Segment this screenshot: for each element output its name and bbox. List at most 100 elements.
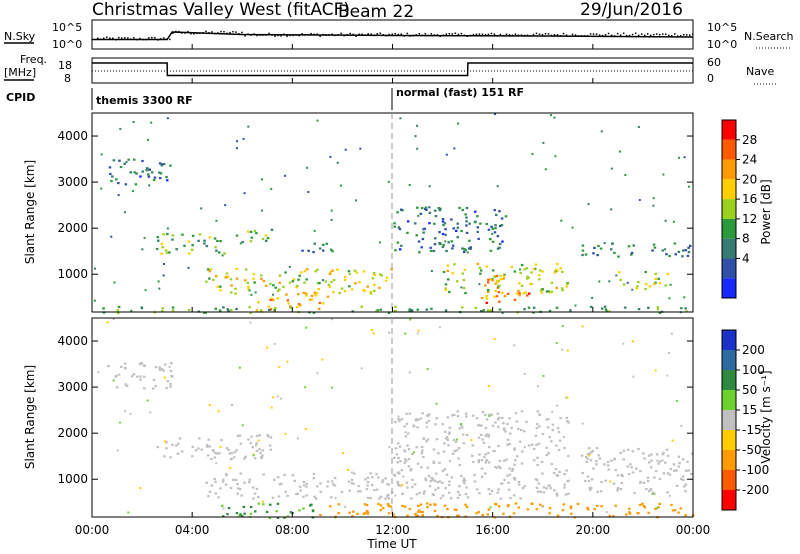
heatmap-cell-sparse	[330, 218, 333, 221]
nsky-noise-dot	[97, 37, 99, 40]
nsky-noise-dot	[322, 33, 324, 36]
heatmap-cell	[415, 446, 418, 449]
heatmap-cell	[521, 450, 524, 453]
nsky-noise-dot	[343, 34, 345, 37]
heatmap-cell-sparse	[662, 173, 665, 176]
heatmap-cell-sparse	[408, 371, 411, 374]
heatmap-cell	[450, 218, 453, 221]
heatmap-cell-sparse	[678, 156, 680, 159]
heatmap-cell	[684, 249, 688, 252]
heatmap-cell	[484, 426, 488, 430]
heatmap-cell	[119, 165, 123, 169]
nsky-noise-dot	[247, 33, 249, 35]
heatmap-cell	[490, 489, 494, 493]
heatmap-cell-sparse	[417, 329, 420, 332]
nsky-noise-dot	[523, 34, 526, 37]
heatmap-cell	[676, 484, 679, 487]
heatmap-cell	[508, 467, 511, 470]
heatmap-cell	[445, 437, 448, 440]
heatmap-cell	[171, 234, 175, 237]
heatmap-cell	[353, 269, 357, 272]
heatmap-cell	[516, 455, 519, 458]
heatmap-cell	[456, 222, 459, 225]
heatmap-cell	[427, 475, 431, 478]
heatmap-cell-sparse	[247, 125, 250, 128]
nsky-noise-dot	[214, 32, 216, 35]
heatmap-cell	[327, 283, 331, 286]
heatmap-cell-sparse	[561, 348, 564, 351]
nsky-noise-dot	[112, 37, 114, 39]
nsky-noise-dot	[577, 35, 580, 37]
heatmap-cell	[499, 277, 503, 281]
heatmap-cell	[483, 456, 486, 459]
heatmap-cell	[567, 421, 570, 424]
heatmap-cell	[215, 249, 218, 252]
heatmap-cell	[171, 309, 175, 312]
heatmap-cell	[314, 497, 318, 500]
heatmap-cell	[309, 298, 312, 301]
nsky-noise-dot	[397, 33, 400, 36]
heatmap-cell	[612, 515, 615, 518]
heatmap-cell	[191, 445, 194, 448]
heatmap-cell	[169, 385, 172, 388]
heatmap-cell-sparse	[238, 366, 241, 369]
heatmap-cell-sparse	[556, 404, 559, 407]
heatmap-cell	[500, 224, 504, 227]
nsky-noise-dot	[628, 34, 631, 37]
heatmap-cell	[289, 306, 292, 309]
heatmap-cell	[559, 417, 562, 420]
heatmap-cell-sparse	[100, 187, 103, 190]
heatmap-cell	[222, 306, 225, 309]
nave-label: Nave	[746, 65, 774, 78]
nave-tick-bottom: 0	[707, 72, 714, 85]
heatmap-cell	[668, 254, 671, 258]
heatmap-cell	[183, 244, 186, 247]
heatmap-cell	[461, 426, 464, 429]
heatmap-cell	[214, 480, 217, 483]
heatmap-cell-sparse	[652, 197, 655, 200]
heatmap-cell-sparse	[550, 114, 552, 117]
heatmap-cell	[463, 479, 467, 482]
heatmap-cell	[425, 308, 428, 311]
heatmap-cell-sparse	[271, 396, 274, 399]
heatmap-cell	[687, 246, 690, 249]
heatmap-cell	[681, 475, 685, 478]
colorbar-swatch	[722, 390, 736, 410]
heatmap-cell	[403, 458, 407, 461]
heatmap-cell	[405, 422, 409, 425]
heatmap-cell	[466, 496, 470, 499]
nsky-noise-dot	[193, 33, 195, 35]
heatmap-cell	[384, 279, 388, 282]
heatmap-cell	[269, 503, 272, 506]
heatmap-cell	[156, 236, 159, 239]
heatmap-cell	[123, 362, 127, 365]
heatmap-cell-sparse	[683, 156, 686, 159]
nsky-noise-dot	[241, 31, 243, 34]
heatmap-cell	[441, 494, 445, 497]
heatmap-cell	[248, 481, 251, 484]
heatmap-cell	[396, 461, 399, 464]
heatmap-cell	[253, 281, 256, 284]
heatmap-cell	[593, 246, 596, 249]
heatmap-cell	[207, 495, 210, 498]
nsky-noise-dot	[121, 37, 123, 39]
heatmap-cell	[266, 433, 269, 437]
heatmap-cell	[428, 222, 431, 225]
heatmap-cell	[227, 507, 231, 510]
heatmap-cell	[591, 449, 595, 453]
xtick-label: 00:00	[75, 523, 110, 537]
heatmap-cell	[330, 480, 334, 483]
heatmap-cell	[143, 387, 146, 390]
heatmap-cell	[453, 508, 457, 511]
heatmap-cell-sparse	[200, 207, 203, 210]
heatmap-cell-sparse	[591, 296, 594, 299]
heatmap-cell-sparse	[307, 191, 310, 193]
colorbar-tick-label: 24	[742, 153, 757, 167]
heatmap-cell	[326, 485, 329, 488]
ytick-label: 1000	[57, 472, 88, 486]
heatmap-cell	[249, 442, 253, 445]
heatmap-cell	[444, 430, 447, 433]
heatmap-cell	[533, 459, 536, 462]
heatmap-cell	[379, 495, 383, 498]
heatmap-cell	[555, 474, 559, 477]
